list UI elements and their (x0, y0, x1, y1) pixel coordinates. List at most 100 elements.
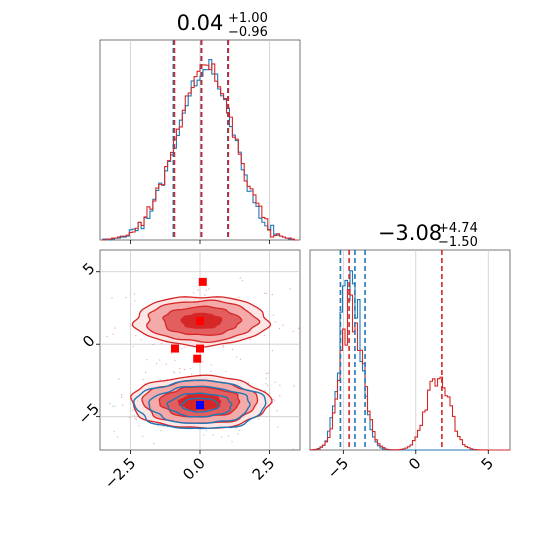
y-tick-label: −5 (75, 400, 103, 428)
scatter-point (293, 385, 295, 387)
scatter-point (210, 364, 213, 366)
scatter-point (239, 358, 242, 361)
scatter-point (116, 436, 119, 438)
blue-marker (196, 401, 204, 410)
blue-contour (148, 385, 251, 425)
histogram-lines (309, 270, 510, 451)
scatter-point (238, 429, 240, 432)
title-main: 0.04 (177, 11, 224, 35)
scatter-point (239, 277, 241, 279)
scatter-point (183, 368, 186, 371)
scatter-point (156, 425, 159, 427)
scatter-point (106, 335, 108, 338)
blue-contour (180, 397, 220, 413)
scatter-point (114, 405, 116, 407)
scatter-point (292, 330, 294, 333)
scatter-point (272, 314, 275, 316)
scatter-point (144, 371, 147, 374)
scatter-point (173, 372, 176, 374)
scatter-point (231, 348, 234, 351)
scatter-point (278, 327, 281, 330)
scatter-point (135, 418, 138, 421)
scatter-point (279, 384, 281, 387)
x-tick-label: −5 (324, 454, 352, 482)
x-tick-label: 0 (405, 454, 424, 473)
scatter-point (265, 372, 268, 375)
scatter-point (265, 377, 268, 379)
scatter-point (128, 416, 131, 419)
scatter-point (172, 371, 174, 373)
scatter-point (227, 435, 230, 437)
scatter-point (174, 359, 176, 362)
scatter-point (222, 346, 225, 348)
scatter-point (258, 418, 260, 420)
scatter-point (298, 327, 300, 329)
scatter-point (158, 359, 161, 361)
scatter-point (222, 345, 224, 347)
scatter-point (178, 367, 181, 370)
scatter-point (205, 429, 208, 432)
x-tick-label: 0.0 (179, 454, 209, 484)
scatter-point (267, 372, 269, 374)
x-tick-label: 5 (478, 454, 497, 473)
scatter-point (160, 342, 163, 345)
scatter-point (153, 468, 154, 469)
x-tick-label: −2.5 (101, 454, 139, 492)
truth-markers (171, 277, 207, 410)
marginal-histogram-x: 0.04 +1.00 −0.96 (99, 11, 301, 244)
red-marker (198, 277, 207, 286)
scatter-point (263, 334, 266, 336)
scatter-point (155, 362, 158, 365)
scatter-point (265, 292, 268, 295)
scatter-point (266, 384, 269, 387)
scatter-point (192, 292, 195, 294)
red-marker (193, 354, 202, 363)
red-marker (196, 317, 204, 326)
scatter-point (133, 414, 135, 417)
scatter-point (210, 370, 212, 373)
scatter-point (181, 347, 183, 350)
quantile-lines (339, 250, 443, 450)
scatter-point (237, 433, 239, 435)
scatter-point (263, 292, 266, 295)
scatter-point (249, 338, 251, 340)
title-plus: +1.00 (228, 11, 268, 26)
scatter-point (190, 373, 193, 375)
scatter-point (282, 324, 284, 326)
scatter-point (142, 378, 144, 381)
scatter-point (111, 405, 114, 408)
scatter-point (247, 382, 250, 384)
scatter-point (120, 396, 123, 398)
scatter-point (179, 371, 181, 374)
grid-lines (130, 40, 270, 240)
scatter-point (235, 356, 238, 358)
scatter-point (96, 381, 97, 382)
scatter-point (132, 409, 134, 411)
title-value-x: 0.04 (177, 11, 224, 35)
scatter-point (202, 361, 204, 363)
scatter-point (153, 442, 155, 445)
scatter-point (165, 363, 167, 366)
scatter-point (138, 424, 140, 427)
scatter-point (203, 434, 205, 436)
scatter-point (163, 425, 165, 428)
blue-contour (166, 392, 233, 418)
blue-contour (133, 379, 267, 430)
scatter-point (276, 410, 278, 412)
scatter-point (160, 429, 162, 432)
scatter-point (189, 368, 192, 370)
scatter-point (277, 426, 279, 428)
title-value-y: −3.08 (378, 221, 442, 245)
title-plus: +4.74 (438, 221, 478, 236)
scatter-point (140, 339, 142, 341)
scatter-point (241, 279, 244, 282)
scatter-point (121, 404, 124, 406)
scatter-point (265, 383, 267, 385)
marginal-histogram-y: −5 0 5 −3.08 +4.74 −1.50 (309, 221, 511, 482)
scatter-point (114, 327, 116, 329)
tick-marks: −5 0 5 (324, 450, 497, 482)
scatter-point (124, 296, 127, 299)
histogram-series-line (309, 289, 510, 451)
scatter-point (273, 400, 276, 402)
